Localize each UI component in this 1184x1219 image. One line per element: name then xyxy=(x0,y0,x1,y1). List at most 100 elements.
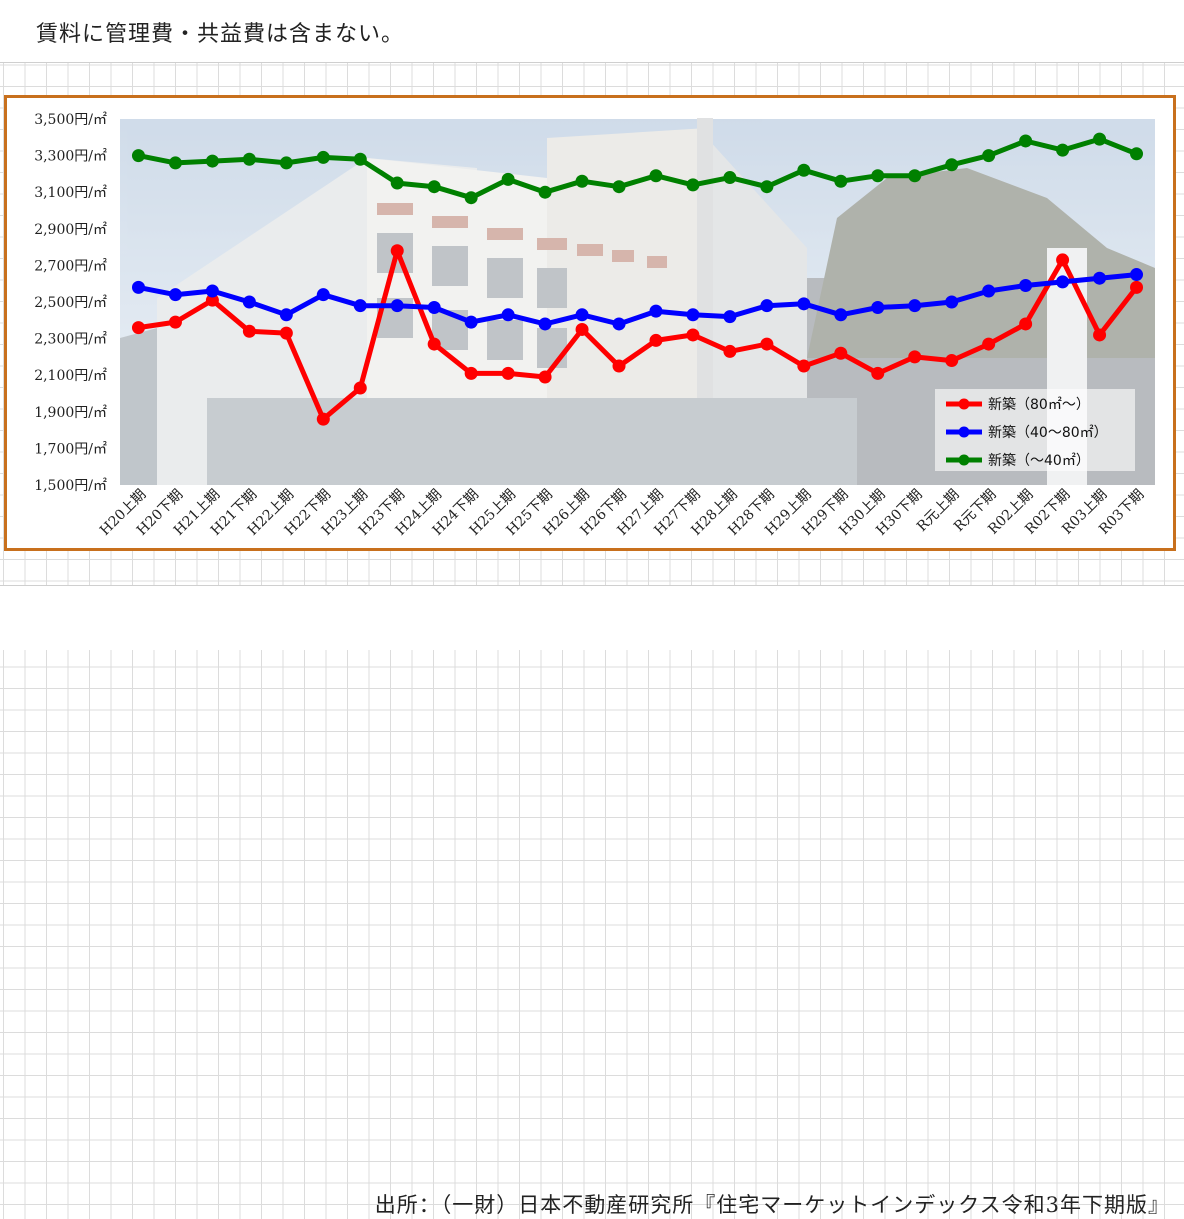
data-point xyxy=(538,185,552,199)
chart-legend: 新築（80㎡～） 新築（40～80㎡） 新築（～40㎡） xyxy=(935,389,1135,471)
data-point xyxy=(871,300,885,314)
legend-label: 新築（40～80㎡） xyxy=(988,425,1108,441)
y-tick-label: 2,100円/㎡ xyxy=(34,368,107,384)
data-point xyxy=(871,169,885,183)
data-point xyxy=(538,370,552,384)
chart-frame: 1,500円/㎡ 1,700円/㎡ 1,900円/㎡ 2,100円/㎡ 2,300円/㎡… xyxy=(4,95,1176,640)
series-1 xyxy=(131,244,1144,426)
data-point xyxy=(908,299,922,313)
y-tick-label: 2,900円/㎡ xyxy=(34,222,107,238)
data-point xyxy=(464,366,478,380)
data-point xyxy=(575,322,589,336)
data-point xyxy=(612,180,626,194)
series-line xyxy=(138,248,1139,422)
data-point xyxy=(168,156,182,170)
data-point xyxy=(390,244,404,258)
data-point xyxy=(131,280,145,294)
data-point xyxy=(760,337,774,351)
data-point xyxy=(279,326,293,340)
data-point xyxy=(1056,275,1070,289)
data-point xyxy=(908,169,922,183)
data-point xyxy=(723,171,737,185)
header-band: 賃料に管理費・共益費は含まない。 xyxy=(0,0,1184,63)
data-point xyxy=(353,152,367,166)
data-point xyxy=(316,288,330,302)
data-point xyxy=(1130,147,1144,161)
data-point xyxy=(1130,280,1144,294)
data-point xyxy=(131,149,145,163)
data-point xyxy=(649,304,663,318)
data-point xyxy=(834,174,848,188)
series-2 xyxy=(131,268,1144,331)
legend-swatch-marker xyxy=(958,454,970,466)
data-point xyxy=(797,359,811,373)
data-point xyxy=(1093,271,1107,285)
y-tick-label: 1,900円/㎡ xyxy=(34,405,107,421)
data-point xyxy=(797,297,811,311)
data-point xyxy=(871,366,885,380)
data-point xyxy=(538,317,552,331)
footer-band: 出所：（一財）日本不動産研究所『住宅マーケットインデックス令和3年下期版』 xyxy=(0,585,1184,1217)
data-point xyxy=(945,295,959,309)
data-point xyxy=(834,346,848,360)
data-point xyxy=(1019,279,1033,293)
source-citation: 出所：（一財）日本不動産研究所『住宅マーケットインデックス令和3年下期版』 xyxy=(374,1193,1170,1217)
data-point xyxy=(279,308,293,322)
data-point xyxy=(353,299,367,313)
y-tick-label: 3,500円/㎡ xyxy=(34,112,107,128)
data-point xyxy=(205,293,219,307)
data-point xyxy=(686,308,700,322)
data-point xyxy=(427,300,441,314)
data-point xyxy=(1093,328,1107,342)
legend-swatch-marker xyxy=(958,398,970,410)
y-tick-label: 3,100円/㎡ xyxy=(34,185,107,201)
note-text: 賃料に管理費・共益費は含まない。 xyxy=(36,22,405,47)
data-point xyxy=(1093,132,1107,146)
data-point xyxy=(390,299,404,313)
legend-label: 新築（80㎡～） xyxy=(988,397,1090,413)
data-point xyxy=(686,178,700,192)
data-point xyxy=(982,284,996,298)
data-point xyxy=(1056,143,1070,157)
data-point xyxy=(723,310,737,324)
data-point xyxy=(723,344,737,358)
data-point xyxy=(464,315,478,329)
data-point xyxy=(316,150,330,164)
data-point xyxy=(242,152,256,166)
data-point xyxy=(575,308,589,322)
data-point xyxy=(760,180,774,194)
y-tick-label: 1,500円/㎡ xyxy=(34,478,107,494)
data-point xyxy=(945,354,959,368)
data-point xyxy=(427,337,441,351)
y-tick-label: 2,500円/㎡ xyxy=(34,295,107,311)
data-point xyxy=(501,172,515,186)
data-point xyxy=(316,412,330,426)
data-point xyxy=(168,288,182,302)
data-point xyxy=(797,163,811,177)
legend-label: 新築（～40㎡） xyxy=(988,453,1090,469)
data-point xyxy=(649,169,663,183)
data-point xyxy=(686,328,700,342)
series-line xyxy=(138,272,1137,327)
data-point xyxy=(131,321,145,335)
y-tick-label: 2,300円/㎡ xyxy=(34,332,107,348)
y-tick-label: 3,300円/㎡ xyxy=(34,149,107,165)
data-point xyxy=(464,191,478,205)
data-point xyxy=(205,284,219,298)
series-3 xyxy=(131,132,1144,205)
data-point xyxy=(168,315,182,329)
data-point xyxy=(279,156,293,170)
data-point xyxy=(242,295,256,309)
data-point xyxy=(390,176,404,190)
data-point xyxy=(205,154,219,168)
data-point xyxy=(1130,268,1144,282)
data-point xyxy=(945,158,959,172)
data-point xyxy=(649,333,663,347)
data-point xyxy=(982,149,996,163)
data-point xyxy=(1019,317,1033,331)
data-point xyxy=(612,359,626,373)
legend-swatch-marker xyxy=(958,426,970,438)
data-point xyxy=(427,180,441,194)
rent-trend-chart: 1,500円/㎡ 1,700円/㎡ 1,900円/㎡ 2,100円/㎡ 2,300円/㎡… xyxy=(34,112,1155,539)
data-point xyxy=(834,308,848,322)
